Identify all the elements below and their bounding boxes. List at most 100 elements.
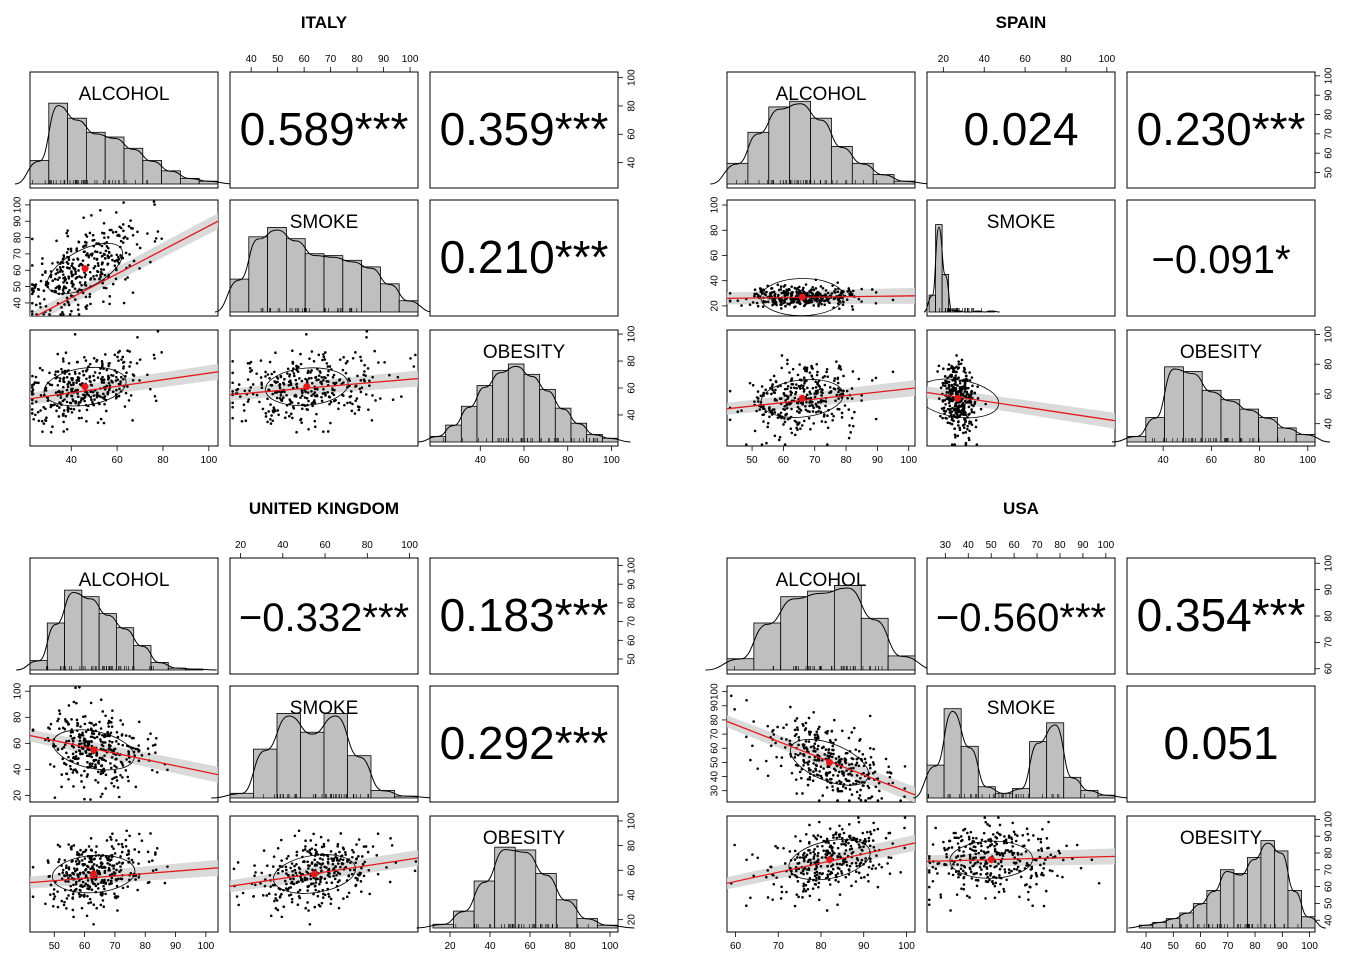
data-point	[854, 763, 858, 767]
data-point	[850, 762, 854, 766]
cell-obesity-alcohol	[29, 329, 219, 447]
correlation-ellipse	[790, 739, 870, 786]
data-point	[246, 378, 250, 381]
data-point	[792, 300, 796, 303]
data-point	[749, 758, 752, 762]
data-point	[832, 306, 835, 310]
data-point	[122, 229, 125, 233]
tick-label: 60	[524, 941, 536, 952]
data-point	[831, 785, 834, 788]
data-point	[30, 313, 34, 316]
data-point	[371, 394, 374, 397]
data-point	[327, 857, 330, 861]
data-point	[111, 709, 114, 712]
data-point	[37, 381, 40, 385]
data-point	[337, 401, 341, 405]
data-point	[115, 879, 118, 882]
data-point	[375, 853, 379, 857]
data-point	[1027, 890, 1030, 894]
data-point	[772, 408, 776, 411]
data-point	[1049, 853, 1053, 857]
data-point	[869, 857, 872, 861]
data-point	[127, 750, 130, 753]
data-point	[60, 306, 63, 309]
data-point	[84, 750, 87, 753]
histogram-bar	[860, 617, 889, 671]
data-point	[83, 399, 86, 403]
data-point	[97, 242, 100, 245]
data-point	[748, 303, 752, 307]
data-point	[820, 394, 823, 397]
data-point	[103, 741, 107, 744]
data-point	[797, 895, 800, 899]
data-point	[831, 284, 834, 287]
data-point	[954, 870, 958, 874]
data-point	[864, 857, 867, 860]
tick-label: 100	[1324, 554, 1335, 571]
data-point	[52, 888, 56, 891]
data-point	[63, 900, 66, 904]
data-point	[114, 393, 118, 396]
data-point	[789, 705, 792, 709]
cell-frame	[429, 557, 619, 675]
data-point	[857, 820, 861, 824]
data-point	[65, 720, 68, 723]
tick-label: 60	[710, 249, 721, 261]
data-point	[769, 744, 773, 748]
data-point	[64, 880, 67, 883]
data-point	[360, 855, 364, 858]
data-point	[41, 257, 44, 260]
tick-label: 100	[627, 325, 638, 342]
data-point	[328, 872, 331, 875]
data-point	[850, 852, 854, 855]
data-point	[83, 250, 86, 253]
data-point	[832, 833, 835, 837]
data-point	[786, 288, 790, 292]
tick-label: 80	[627, 355, 638, 367]
data-point	[348, 384, 351, 388]
data-point	[42, 405, 45, 409]
data-point	[74, 754, 78, 758]
data-point	[319, 835, 323, 839]
histogram-bar	[323, 255, 344, 313]
data-point	[135, 361, 139, 365]
data-point	[137, 850, 141, 854]
tick-label: 100	[198, 941, 215, 952]
data-point	[281, 869, 284, 873]
data-point	[294, 871, 298, 875]
data-point	[307, 427, 310, 431]
data-point	[800, 767, 804, 771]
cell-smoke-smoke: SMOKE	[214, 199, 434, 317]
data-point	[113, 353, 117, 357]
data-point	[828, 770, 832, 774]
data-point	[793, 873, 797, 877]
data-point	[364, 393, 368, 396]
data-point	[60, 403, 63, 406]
data-point	[117, 742, 120, 746]
data-point	[971, 839, 975, 843]
data-point	[899, 799, 902, 802]
data-point	[274, 897, 277, 900]
data-point	[832, 836, 835, 839]
data-point	[875, 854, 878, 857]
data-point	[271, 392, 275, 396]
data-point	[857, 796, 861, 800]
data-point	[72, 745, 75, 749]
data-point	[812, 774, 816, 777]
data-point	[63, 372, 67, 375]
data-point	[322, 892, 325, 896]
data-point	[825, 774, 829, 777]
data-point	[63, 858, 67, 862]
data-point	[870, 867, 874, 870]
data-point	[78, 288, 81, 291]
data-point	[826, 443, 829, 446]
data-point	[951, 873, 955, 877]
data-point	[837, 387, 840, 390]
data-point	[836, 376, 840, 380]
data-point	[66, 262, 70, 266]
data-point	[72, 844, 76, 847]
data-point	[293, 394, 296, 398]
data-point	[970, 389, 974, 393]
data-point	[89, 740, 93, 743]
